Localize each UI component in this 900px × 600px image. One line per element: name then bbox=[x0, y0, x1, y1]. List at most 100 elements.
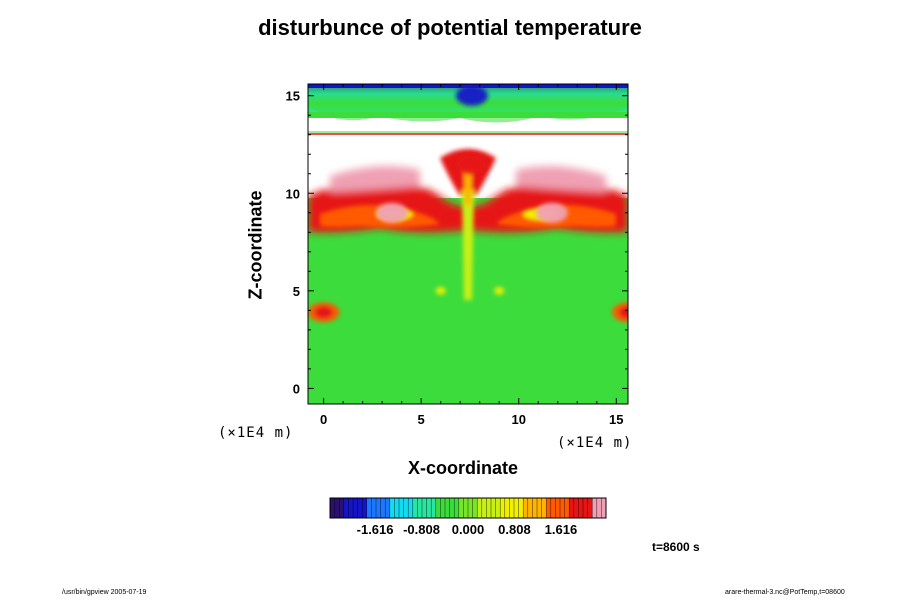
x-tick-label: 5 bbox=[418, 412, 425, 427]
colorbar-segment bbox=[334, 498, 340, 518]
colorbar-segment bbox=[445, 498, 451, 518]
colorbar-segment bbox=[357, 498, 363, 518]
colorbar-segment bbox=[596, 498, 602, 518]
colorbar-frame bbox=[329, 497, 607, 519]
colorbar-segment bbox=[564, 498, 570, 518]
axis-ticks: 0 5 10 15 0 5 10 15 bbox=[286, 84, 628, 427]
plot-frame bbox=[307, 83, 629, 405]
colorbar-segment bbox=[463, 498, 469, 518]
colorbar-segment bbox=[527, 498, 533, 518]
colorbar-segment bbox=[366, 498, 372, 518]
colorbar-segment bbox=[376, 498, 382, 518]
colorbar-segment bbox=[417, 498, 423, 518]
colorbar-segment bbox=[353, 498, 359, 518]
heatmap-feature bbox=[435, 286, 446, 295]
colorbar-segment bbox=[481, 498, 487, 518]
colorbar-segment bbox=[389, 498, 395, 518]
colorbar-segment bbox=[601, 498, 607, 518]
colorbar-segment bbox=[412, 498, 418, 518]
colorbar-segment bbox=[435, 498, 441, 518]
field-anvil-pink-left bbox=[330, 166, 420, 192]
colorbar-tick-label: 0.000 bbox=[452, 522, 485, 537]
colorbar-segment bbox=[546, 498, 552, 518]
heatmap-feature bbox=[494, 286, 505, 295]
colorbar-segment bbox=[537, 498, 543, 518]
colorbar-segment bbox=[426, 498, 432, 518]
heatmap-feature bbox=[455, 85, 488, 106]
colorbar-segment bbox=[523, 498, 529, 518]
field-anvil-pink-right bbox=[516, 166, 606, 192]
colorbar: -1.616 -0.808 0.000 0.808 1.616 bbox=[329, 497, 607, 537]
colorbar-segment bbox=[399, 498, 405, 518]
colorbar-segment bbox=[431, 498, 437, 518]
colorbar-tick-label: 1.616 bbox=[545, 522, 578, 537]
x-axis-label: X-coordinate bbox=[408, 458, 519, 478]
footer-source: arare-thermal-3.nc@PotTemp,t=08600 bbox=[725, 589, 845, 596]
colorbar-segment bbox=[477, 498, 483, 518]
colorbar-segment bbox=[472, 498, 478, 518]
colorbar-segment bbox=[560, 498, 566, 518]
x-axis-unit: (×1E4 m) bbox=[557, 435, 633, 451]
colorbar-segment bbox=[468, 498, 474, 518]
colorbar-segment bbox=[583, 498, 589, 518]
colorbar-segment bbox=[541, 498, 547, 518]
colorbar-tick-label: -1.616 bbox=[357, 522, 394, 537]
colorbar-segment bbox=[394, 498, 400, 518]
chart-title: disturbunce of potential temperature bbox=[258, 15, 642, 40]
colorbar-segment bbox=[592, 498, 598, 518]
colorbar-segment bbox=[495, 498, 501, 518]
field-plume-core bbox=[464, 170, 472, 205]
colorbar-segment bbox=[408, 498, 414, 518]
colorbar-segment bbox=[587, 498, 593, 518]
y-tick-label: 5 bbox=[293, 284, 300, 299]
field-top-stripe bbox=[308, 84, 628, 88]
heatmap-feature bbox=[375, 202, 408, 223]
colorbar-segment bbox=[578, 498, 584, 518]
heatmap-feature-core bbox=[314, 306, 333, 319]
colorbar-segment bbox=[422, 498, 428, 518]
time-annotation: t=8600 s bbox=[652, 540, 700, 554]
y-axis-unit: (×1E4 m) bbox=[218, 425, 294, 441]
y-tick-label: 15 bbox=[286, 89, 300, 104]
field-plume-stem bbox=[462, 190, 474, 300]
colorbar-segment bbox=[380, 498, 386, 518]
colorbar-segment bbox=[403, 498, 409, 518]
colorbar-segment bbox=[343, 498, 349, 518]
colorbar-segment bbox=[550, 498, 556, 518]
y-tick-label: 0 bbox=[293, 381, 300, 396]
colorbar-segment bbox=[509, 498, 515, 518]
heatmap-feature-core bbox=[619, 306, 628, 319]
y-tick-label: 10 bbox=[286, 186, 300, 201]
colorbar-segment bbox=[440, 498, 446, 518]
colorbar-segment bbox=[454, 498, 460, 518]
colorbar-segment bbox=[330, 498, 336, 518]
colorbar-segment bbox=[514, 498, 520, 518]
x-tick-label: 10 bbox=[511, 412, 525, 427]
colorbar-segment bbox=[348, 498, 354, 518]
heatmap-field bbox=[308, 84, 628, 404]
colorbar-segment bbox=[371, 498, 377, 518]
y-axis-label: Z-coordinate bbox=[245, 190, 266, 300]
heatmap-feature bbox=[535, 202, 568, 223]
footer-command: /usr/bin/gpview 2005-07-19 bbox=[62, 589, 147, 596]
heatmap-feature bbox=[455, 154, 488, 174]
colorbar-segment bbox=[339, 498, 345, 518]
colorbar-segment bbox=[518, 498, 524, 518]
colorbar-segment bbox=[504, 498, 510, 518]
colorbar-segment bbox=[573, 498, 579, 518]
x-tick-label: 15 bbox=[609, 412, 623, 427]
colorbar-segment bbox=[486, 498, 492, 518]
colorbar-segment bbox=[449, 498, 455, 518]
x-tick-label: 0 bbox=[320, 412, 327, 427]
colorbar-tick-label: -0.808 bbox=[403, 522, 440, 537]
colorbar-segment bbox=[362, 498, 368, 518]
colorbar-segment bbox=[491, 498, 497, 518]
colorbar-segment bbox=[458, 498, 464, 518]
colorbar-segment bbox=[555, 498, 561, 518]
colorbar-segment bbox=[385, 498, 391, 518]
colorbar-tick-label: 0.808 bbox=[498, 522, 531, 537]
colorbar-segment bbox=[532, 498, 538, 518]
colorbar-segment bbox=[569, 498, 575, 518]
colorbar-segment bbox=[500, 498, 506, 518]
